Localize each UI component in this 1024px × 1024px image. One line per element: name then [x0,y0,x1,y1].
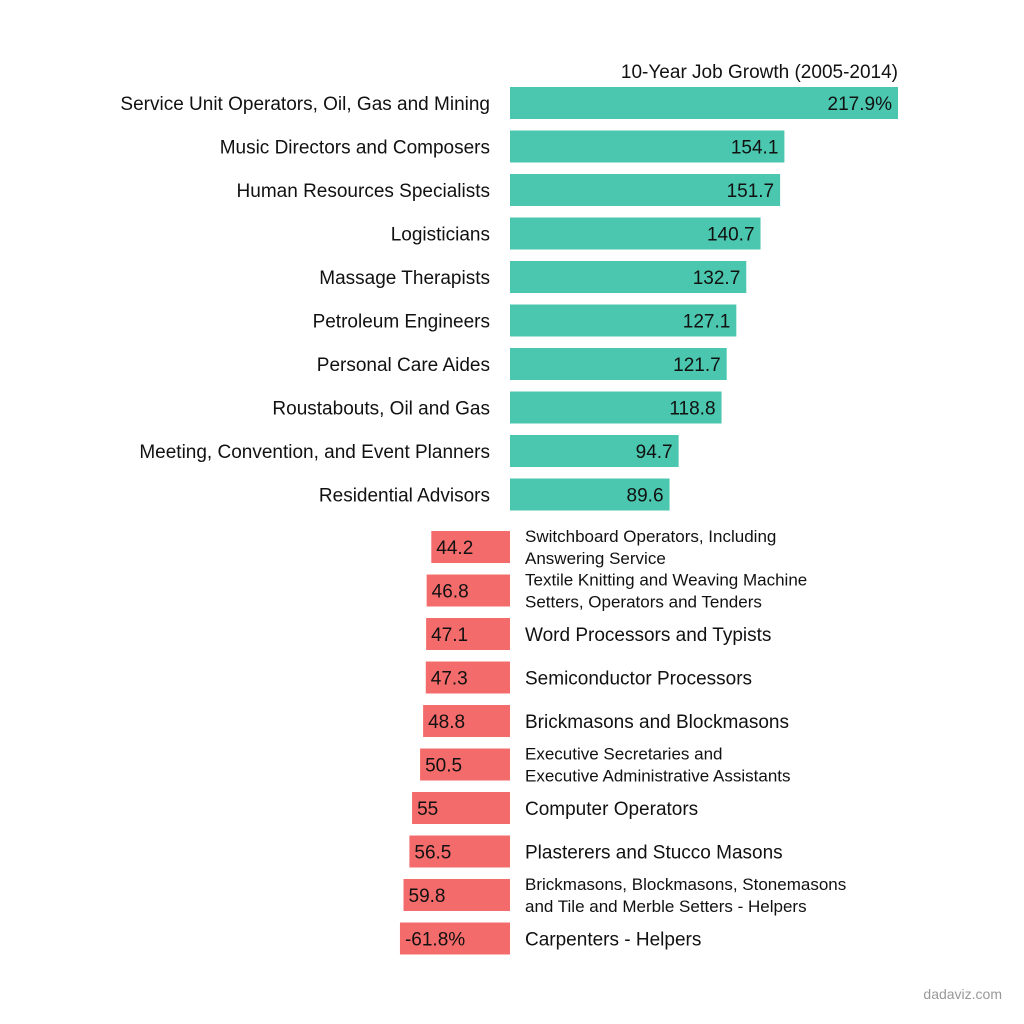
decline-category-line: Executive Secretaries and [525,745,723,764]
chart-title: 10-Year Job Growth (2005-2014) [620,62,898,83]
growth-value-label: 121.7 [673,355,721,376]
decline-bar [423,705,510,737]
growth-category-label: Logisticians [391,225,490,246]
decline-category-label: Executive Secretaries and Executive Admin… [525,745,791,786]
decline-bar [420,748,510,781]
decline-category-label: Plasterers and Stucco Masons [525,843,783,864]
decline-bar [412,792,510,824]
decline-value-label: 47.3 [431,669,468,690]
source-credit: dadaviz.com [923,986,1002,1002]
decline-category-label: Carpenters - Helpers [525,930,701,951]
decline-bar [403,879,510,911]
growth-bar [510,87,898,119]
decline-value-label: 50.5 [425,756,462,777]
decline-category-line: and Tile and Merble Setters - Helpers [525,897,807,916]
decline-category-label: Textile Knitting and Weaving Machine Sett… [525,571,807,612]
growth-bar [510,174,781,206]
decline-category-label: Switchboard Operators, Including Answerin… [525,527,776,568]
decline-category-line: Executive Administrative Assistants [525,767,791,786]
growth-value-label: 217.9% [828,94,893,115]
growth-category-label: Massage Therapists [319,268,490,289]
decline-category-line: Textile Knitting and Weaving Machine [525,571,807,590]
decline-value-label: 46.8 [432,582,469,603]
decline-value-label: 59.8 [409,886,446,907]
growth-value-label: 118.8 [669,399,715,420]
decline-category-label: Word Processors and Typists [525,625,771,646]
growth-value-label: 127.1 [683,312,731,333]
growth-value-label: 89.6 [627,486,664,507]
growth-bar [510,130,785,163]
decline-value-label: 47.1 [431,625,468,646]
decline-value-label: 48.8 [428,712,465,733]
decline-bar [399,922,510,955]
growth-bar [510,348,727,380]
growth-bar [510,217,761,250]
growth-bar [510,261,747,293]
decline-category-label: Semiconductor Processors [525,669,752,690]
decline-category-label: Computer Operators [525,799,698,820]
decline-bar [426,618,510,650]
growth-category-label: Residential Advisors [319,486,490,507]
decline-category-line: Answering Service [525,549,666,568]
decline-bar [425,661,510,694]
decline-category-line: Brickmasons, Blockmasons, Stonemasons [525,875,846,894]
growth-bar [510,391,722,424]
growth-category-label: Service Unit Operators, Oil, Gas and Min… [120,94,490,115]
decline-category-label: Brickmasons, Blockmasons, Stonemasons and… [525,875,846,916]
growth-category-label: Petroleum Engineers [313,312,490,333]
decline-category-line: Setters, Operators and Tenders [525,593,762,612]
growth-value-label: 94.7 [636,442,673,463]
growth-value-label: 140.7 [707,225,755,246]
growth-value-label: 151.7 [727,181,775,202]
decline-bar [426,574,510,607]
growth-bar [510,435,679,467]
growth-bar [510,304,737,337]
growth-category-label: Roustabouts, Oil and Gas [272,399,490,420]
growth-value-label: 132.7 [693,268,741,289]
decline-bar [431,531,510,563]
growth-category-label: Personal Care Aides [317,355,490,376]
decline-value-label: 55 [417,799,438,820]
decline-category-label: Brickmasons and Blockmasons [525,712,789,733]
decline-bar [409,835,510,868]
decline-value-label: 56.5 [414,843,451,864]
growth-category-label: Music Directors and Composers [220,138,490,159]
decline-category-line: Switchboard Operators, Including [525,527,776,546]
growth-category-label: Meeting, Convention, and Event Planners [139,442,490,463]
growth-value-label: 154.1 [731,138,779,159]
growth-category-label: Human Resources Specialists [237,181,490,202]
decline-value-label: -61.8% [405,930,465,951]
decline-value-label: 44.2 [436,538,473,559]
growth-bar [510,478,670,511]
